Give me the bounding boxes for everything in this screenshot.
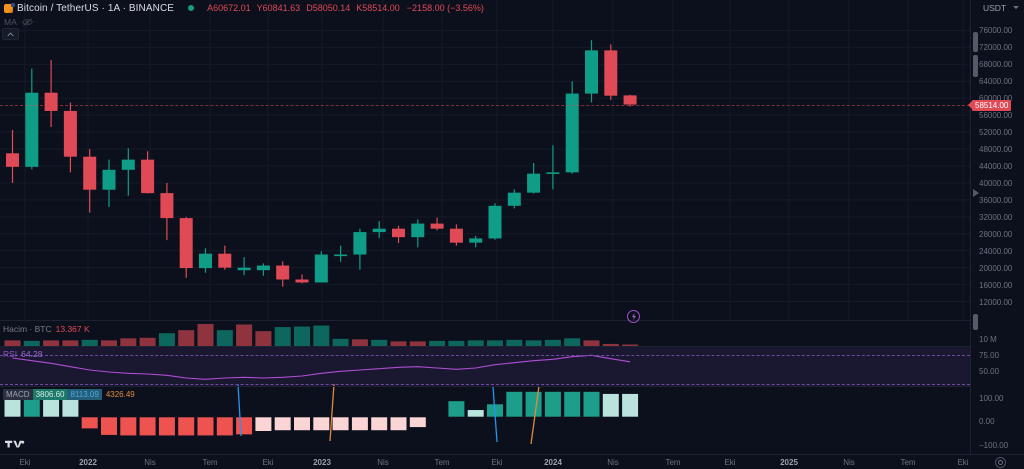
pane-divider-macd[interactable] [0,386,970,387]
time-axis-tick: Eki [724,458,736,467]
price-axis-tick: 56000.00 [979,111,1013,121]
time-axis-tick: Nis [144,458,156,467]
rsi-band [0,346,970,386]
price-axis-tick: 20000.00 [979,263,1013,273]
time-axis-tick: Tem [434,458,450,467]
open-key: A [207,3,214,13]
macd-axis-label-lower: −100.00 [979,441,1009,450]
time-axis-tick: Tem [202,458,218,467]
volume-histogram [4,324,639,346]
time-axis-tick: Eki [19,458,31,467]
time-axis-tick: Nis [607,458,619,467]
volume-value: 13.367 K [55,324,90,334]
symbol-title[interactable]: Bitcoin / TetherUS · 1A · BINANCE [17,2,175,14]
ma-label: MA [4,17,17,27]
price-axis-tick: 32000.00 [979,212,1013,222]
price-axis-scale-thumb-3[interactable] [973,314,978,330]
rsi-lower-band-line [0,384,970,385]
candlestick-series[interactable] [0,0,970,320]
macd-value-c: 4326.49 [105,390,135,399]
volume-pane[interactable] [0,320,970,346]
price-axis-scale-thumb-2[interactable] [973,55,978,77]
current-price-tag: 58514.00 [972,99,1012,111]
price-pane[interactable] [0,0,970,320]
open-value: 60672.01 [213,3,251,13]
time-axis-tick: 2025 [780,458,798,467]
current-price-line [0,104,970,106]
price-axis-tick: 28000.00 [979,229,1013,239]
time-axis-tick: Eki [262,458,274,467]
macd-histogram [3,383,639,445]
volume-axis-label: 10 M [979,335,997,344]
rsi-indicator-title[interactable]: RSI 64.28 [3,349,42,359]
macd-name: MACD [3,389,33,400]
low-key: D [306,3,313,13]
rsi-value: 64.28 [21,349,43,359]
price-axis-tick: 52000.00 [979,128,1013,138]
price-axis-tick: 36000.00 [979,195,1013,205]
price-axis-marker-arrow [973,189,979,197]
lightning-bolt-icon[interactable] [627,310,640,323]
chart-legend: Bitcoin / TetherUS · 1A · BINANCE A 60672… [0,0,970,16]
macd-indicator-title[interactable]: MACD 3806.60 8113.09 4326.49 [3,389,138,400]
price-axis-tick: 48000.00 [979,145,1013,155]
high-key: Y [256,3,263,13]
rsi-pane[interactable] [0,346,970,386]
rsi-axis-label-upper: 75.00 [979,350,1000,360]
price-axis-tick: 76000.00 [979,26,1013,36]
macd-value-a: 3806.60 [32,389,68,400]
change-value: −2158.00 (−3.56%) [406,3,484,13]
price-axis-tick: 16000.00 [979,280,1013,290]
macd-pane[interactable] [0,383,970,454]
time-axis-tick: 2022 [79,458,97,467]
price-axis-scale-thumb-1[interactable] [973,32,978,52]
tradingview-logo-icon [5,436,25,454]
volume-indicator-title[interactable]: Hacim · BTC 13.367 K [3,324,90,334]
time-axis-tick: Tem [665,458,681,467]
price-axis[interactable]: USDT 76000.00 72000.00 68000.00 64000.00 600… [970,0,1024,454]
market-status-dot [188,5,195,11]
pane-collapse-button[interactable] [2,28,19,40]
rsi-axis-label-lower: 50.00 [979,367,1000,377]
price-axis-tick: 72000.00 [979,43,1013,53]
price-axis-tick: 44000.00 [979,162,1013,171]
rsi-line-series [12,354,631,380]
macd-axis-label-zero: 0.00 [979,417,995,426]
settings-gear-icon[interactable] [995,457,1006,468]
time-axis[interactable]: Eki 2022 Nis Tem Eki 2023 Nis Tem Eki 2024 Nis Tem E… [0,454,1024,469]
time-axis-tick: 2024 [544,458,562,467]
time-axis-tick: 2023 [313,458,331,467]
price-axis-tick: 60000.00 [979,94,1013,104]
close-key: K [356,3,363,13]
time-axis-tick: Nis [377,458,389,467]
macd-axis-label-upper: 100.00 [979,394,1004,403]
price-axis-tick: 40000.00 [979,178,1013,188]
pane-divider-rsi[interactable] [0,346,970,347]
time-axis-tick: Eki [491,458,503,467]
time-axis-tick: Nis [843,458,855,467]
macd-value-b: 8113.09 [67,389,102,400]
high-value: 60841.63 [262,3,301,13]
time-axis-tick: Eki [957,458,969,467]
close-value: 58514.00 [362,3,400,13]
rsi-title-text: RSI [3,349,18,359]
ma-indicator-legend[interactable]: MA [4,17,33,27]
price-axis-tick: 24000.00 [979,246,1013,256]
bitcoin-logo-icon [4,2,15,13]
price-axis-tick: 68000.00 [979,60,1013,70]
price-axis-tick: 64000.00 [979,77,1013,87]
ohlc-values: A 60672.01 Y 60841.63 D 58050.14 K 58514.00 … [201,3,484,13]
price-axis-currency: USDT [983,3,1007,13]
time-axis-tick: Tem [900,458,916,467]
low-value: 58050.14 [312,3,351,13]
volume-title-text: Hacim · BTC [3,324,52,334]
eye-off-icon[interactable] [21,17,33,27]
pane-divider-volume[interactable] [0,320,970,321]
price-axis-tick: 12000.00 [979,297,1013,307]
rsi-upper-band-line [0,354,970,356]
chevron-down-icon[interactable] [1013,6,1019,9]
